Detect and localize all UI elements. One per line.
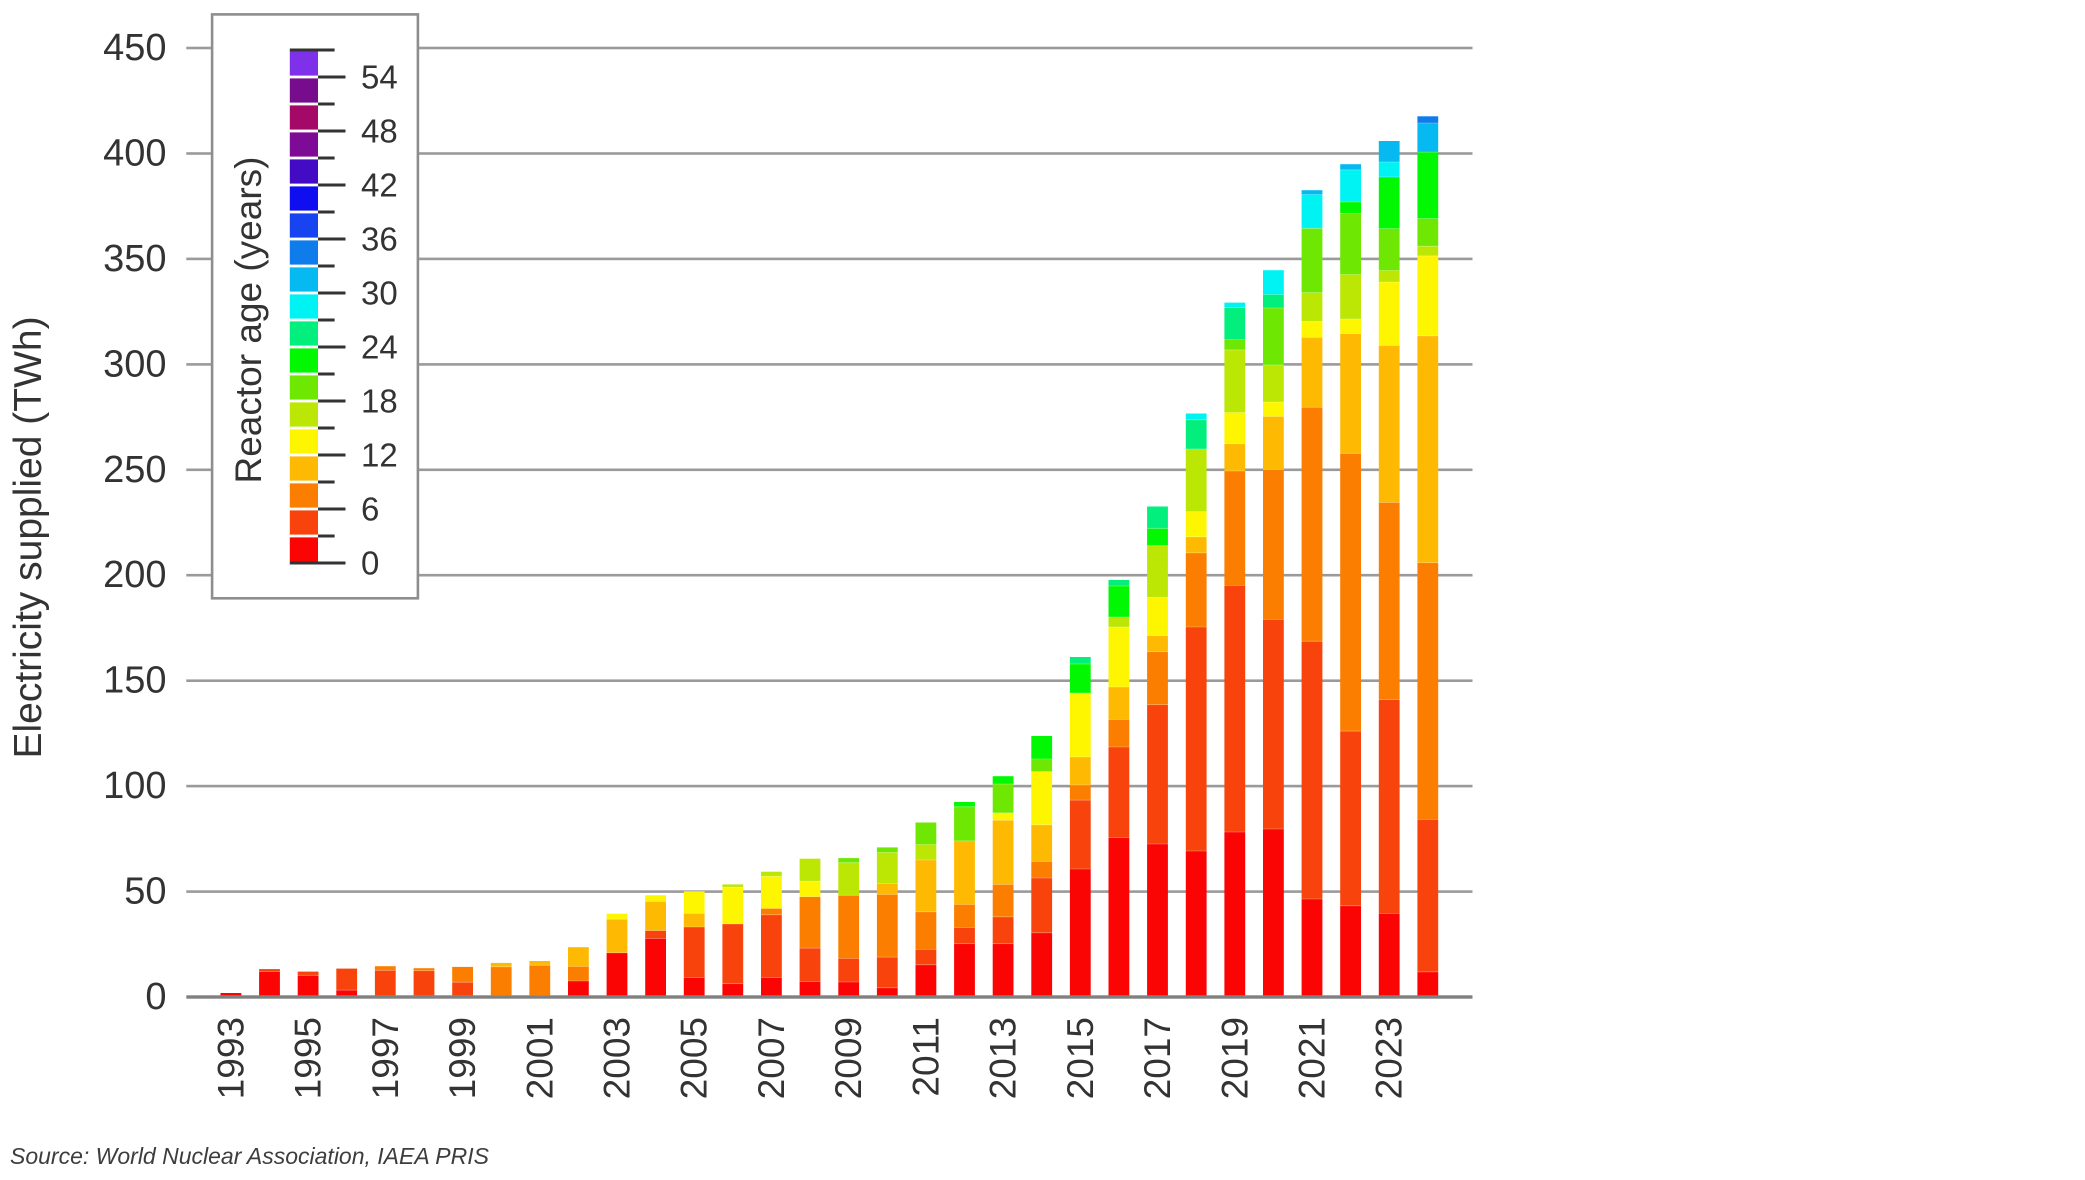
svg-text:300: 300 — [103, 343, 166, 385]
svg-text:2021: 2021 — [1292, 1017, 1333, 1099]
svg-text:36: 36 — [361, 221, 398, 258]
svg-text:18: 18 — [361, 383, 398, 420]
svg-text:Electricity supplied (TWh): Electricity supplied (TWh) — [7, 316, 50, 758]
svg-text:0: 0 — [361, 545, 379, 582]
svg-text:50: 50 — [124, 871, 166, 913]
svg-text:1993: 1993 — [210, 1017, 251, 1099]
svg-text:2023: 2023 — [1369, 1017, 1410, 1099]
svg-text:400: 400 — [103, 133, 166, 175]
svg-text:12: 12 — [361, 437, 398, 474]
svg-text:2007: 2007 — [751, 1017, 792, 1099]
svg-text:Source: World Nuclear Associat: Source: World Nuclear Association, IAEA … — [10, 1143, 490, 1169]
svg-text:2005: 2005 — [674, 1017, 715, 1099]
svg-text:200: 200 — [103, 554, 166, 596]
svg-text:2001: 2001 — [519, 1017, 560, 1099]
svg-text:2017: 2017 — [1137, 1017, 1178, 1099]
svg-text:6: 6 — [361, 491, 379, 528]
svg-text:350: 350 — [103, 238, 166, 280]
svg-text:54: 54 — [361, 59, 398, 96]
svg-text:2013: 2013 — [983, 1017, 1024, 1099]
svg-text:450: 450 — [103, 27, 166, 69]
svg-text:2003: 2003 — [597, 1017, 638, 1099]
svg-text:48: 48 — [361, 113, 398, 150]
svg-text:Reactor age (years): Reactor age (years) — [228, 157, 269, 484]
svg-text:1997: 1997 — [365, 1017, 406, 1099]
svg-text:2019: 2019 — [1214, 1017, 1255, 1099]
svg-text:100: 100 — [103, 765, 166, 807]
svg-text:150: 150 — [103, 660, 166, 702]
svg-text:1999: 1999 — [442, 1017, 483, 1099]
svg-text:2011: 2011 — [905, 1017, 946, 1097]
svg-text:250: 250 — [103, 449, 166, 491]
svg-text:0: 0 — [145, 976, 166, 1018]
svg-text:2015: 2015 — [1060, 1017, 1101, 1099]
svg-text:30: 30 — [361, 275, 398, 312]
svg-text:1995: 1995 — [288, 1017, 329, 1099]
svg-text:24: 24 — [361, 329, 398, 366]
svg-text:42: 42 — [361, 167, 398, 204]
svg-text:2009: 2009 — [828, 1017, 869, 1099]
